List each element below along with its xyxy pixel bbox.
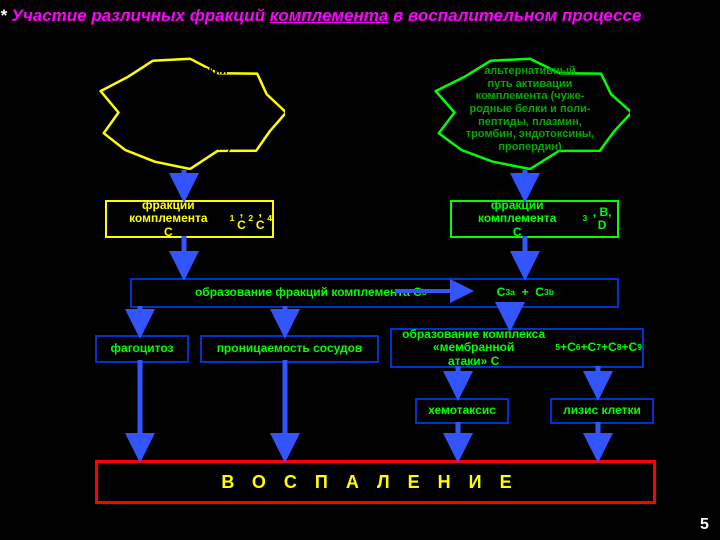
cloud-alternative-path: альтернативныйпуть активациикомплемента … (430, 55, 630, 170)
box-c3-formation: образование фракций комплемента C3 C3a +… (130, 278, 619, 308)
box-fractions-right: фракции комплементаC3, B, D (450, 200, 619, 238)
title-star: * (0, 6, 7, 25)
cloud-classical-text: классическийпуть активациикомплемента(ко… (95, 55, 285, 163)
box-chemotaxis: хемотаксис (415, 398, 509, 424)
slide-title: * Участие различных фракций комплемента … (0, 6, 720, 26)
box-permeability: проницаемость сосудов (200, 335, 379, 363)
box-phagocytosis: фагоцитоз (95, 335, 189, 363)
box-inflammation: ВОСПАЛЕНИЕ (95, 460, 656, 504)
title-post: в воспалительном процессе (388, 6, 641, 25)
box-membrane-attack: образование комплекса «мембраннойатаки» … (390, 328, 644, 368)
title-pre: Участие различных фракций (7, 6, 270, 25)
page-number: 5 (700, 516, 709, 534)
cloud-alternative-text: альтернативныйпуть активациикомплемента … (430, 55, 630, 163)
box-fractions-left: фракции комплементаC1, C2, C4 (105, 200, 274, 238)
inflammation-text: ВОСПАЛЕНИЕ (221, 472, 529, 493)
title-underline: комплемента (270, 6, 389, 25)
cloud-classical-path: классическийпуть активациикомплемента(ко… (95, 55, 285, 170)
box-lysis: лизис клетки (550, 398, 654, 424)
